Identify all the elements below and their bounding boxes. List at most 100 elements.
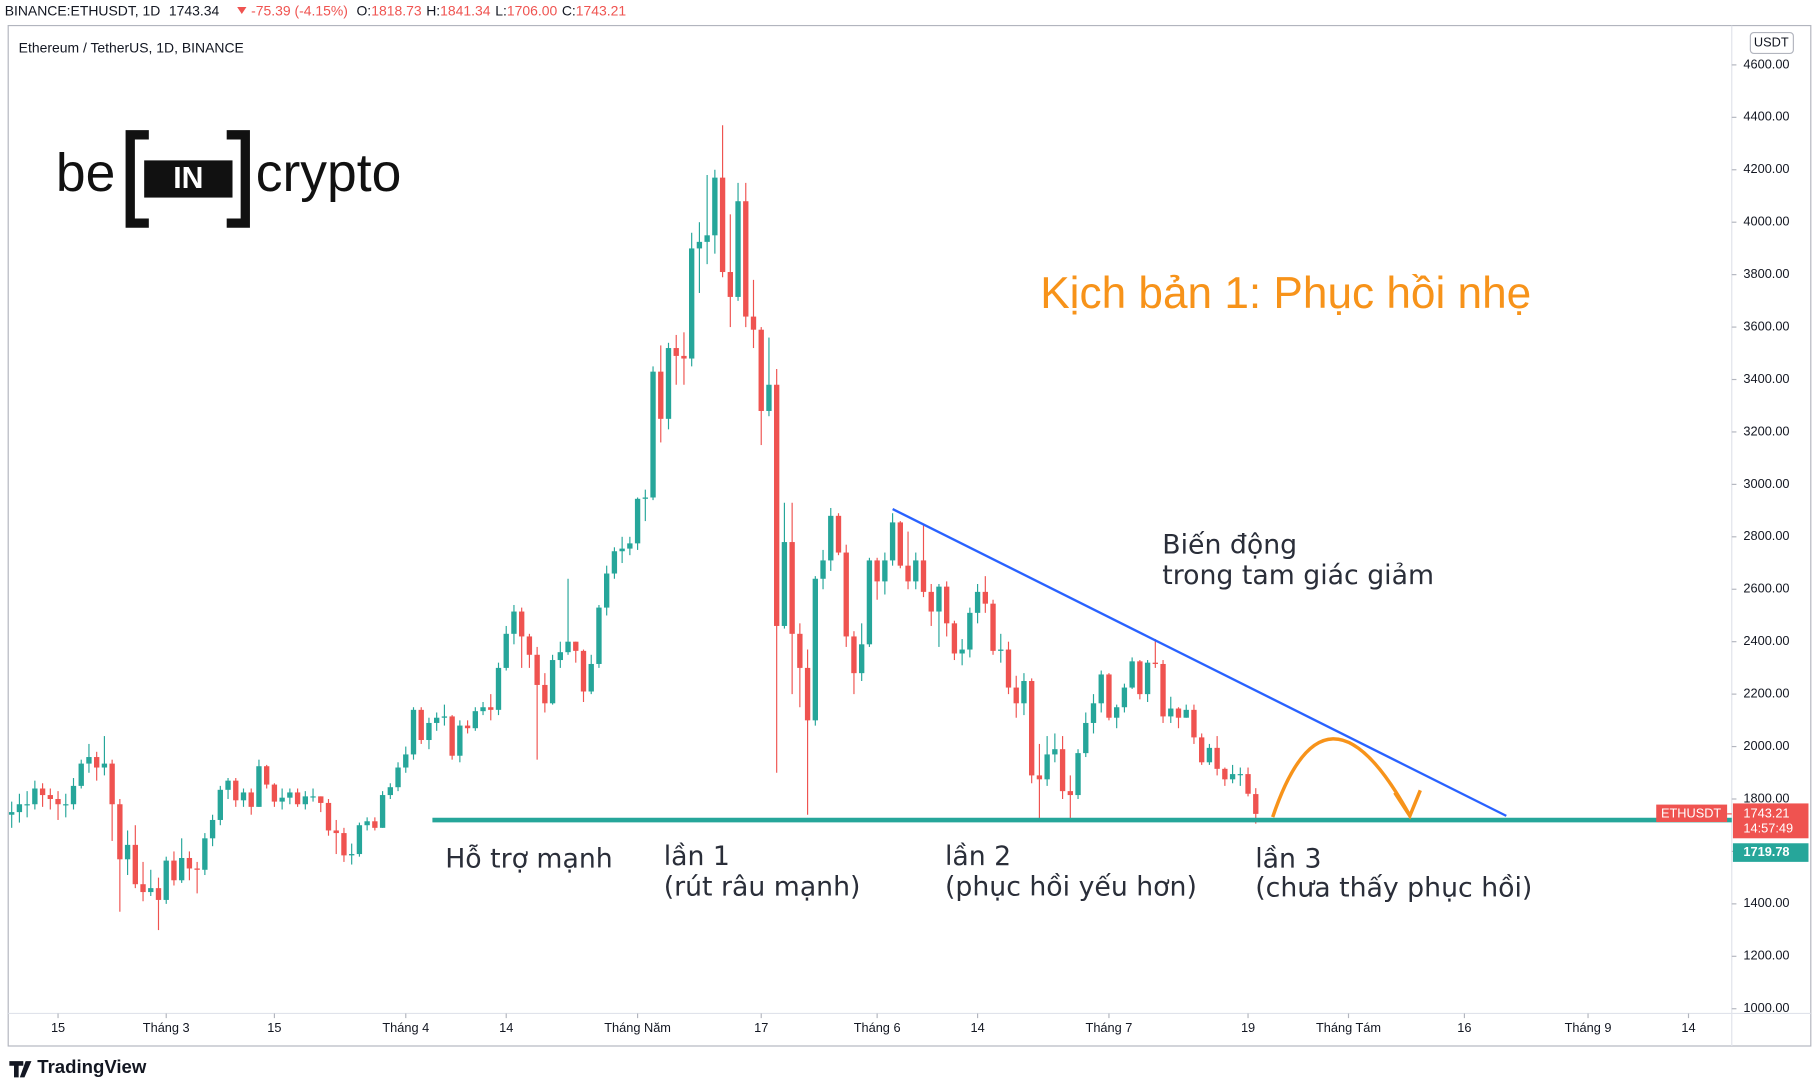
- candle-body: [1183, 709, 1189, 718]
- ohlc-value: 1841.34: [440, 2, 491, 18]
- candle-body: [843, 552, 849, 637]
- candle-body: [94, 757, 100, 768]
- candle-body: [658, 371, 664, 419]
- y-tick-label: 4600.00: [1743, 56, 1789, 71]
- candle-body: [1013, 687, 1019, 704]
- y-tick-label: 2600.00: [1743, 581, 1789, 596]
- y-tick-label: 3200.00: [1743, 423, 1789, 438]
- x-tick-label: 16: [1457, 1020, 1471, 1035]
- candle-body: [225, 780, 231, 790]
- candle-body: [387, 787, 393, 796]
- candle-body: [264, 766, 270, 785]
- support-price-box: [1732, 843, 1809, 862]
- candle-body: [1152, 662, 1158, 664]
- candle-body: [209, 819, 216, 839]
- candle-body: [240, 792, 247, 801]
- x-tick-label: Tháng 6: [854, 1020, 901, 1035]
- candle-body: [39, 788, 46, 796]
- x-tick-label: 14: [970, 1020, 984, 1035]
- symbol-label: ETHUSDT: [1661, 805, 1721, 820]
- candle-body: [1021, 681, 1027, 704]
- candle-body: [16, 804, 23, 813]
- y-tick-label: 3800.00: [1743, 266, 1789, 281]
- candle-body: [202, 838, 208, 870]
- candle-body: [588, 663, 594, 692]
- candle-body: [434, 717, 440, 723]
- ohlc-value: 1706.00: [507, 2, 558, 18]
- last-price-box: [1732, 803, 1809, 839]
- candle-body: [1075, 753, 1081, 796]
- candle-body: [233, 780, 239, 801]
- candle-body: [78, 763, 84, 786]
- candle-body: [310, 796, 316, 798]
- candle-body: [920, 560, 927, 592]
- candle-body: [480, 707, 486, 712]
- candle-body: [186, 857, 193, 869]
- candle-body: [1175, 708, 1182, 718]
- candle-body: [1083, 722, 1089, 754]
- candle-body: [549, 660, 556, 704]
- candle-body: [1067, 791, 1073, 796]
- candle-body: [982, 591, 988, 604]
- candle-body: [148, 888, 154, 893]
- candle-body: [155, 888, 162, 900]
- candle-body: [998, 649, 1004, 651]
- ohlc-label: L:: [495, 2, 507, 18]
- candle-body: [1114, 707, 1120, 718]
- candle-body: [1237, 774, 1243, 776]
- candle-body: [194, 868, 200, 870]
- candle-body: [9, 812, 15, 815]
- candle-body: [256, 766, 262, 807]
- candle-body: [696, 241, 703, 249]
- y-unit: USDT: [1754, 34, 1789, 49]
- candle-body: [719, 177, 726, 273]
- candle-body: [573, 641, 579, 651]
- y-tick-label: 1000.00: [1743, 1000, 1789, 1015]
- candle-body: [928, 591, 934, 612]
- candle-body: [395, 767, 401, 788]
- candle-body: [689, 248, 695, 359]
- candle-body: [627, 543, 633, 549]
- y-tick-label: 1400.00: [1743, 895, 1789, 910]
- candle-body: [1206, 747, 1213, 763]
- y-tick-label: 2800.00: [1743, 528, 1789, 543]
- chart-title: Ethereum / TetherUS, 1D, BINANCE: [19, 40, 244, 56]
- candle-body: [70, 785, 77, 805]
- logo-left: be: [56, 144, 115, 203]
- candle-body: [1191, 709, 1197, 738]
- candle-body: [163, 860, 169, 900]
- candle-body: [464, 725, 471, 729]
- candle-body: [1129, 661, 1135, 688]
- candle-body: [457, 725, 463, 756]
- candles: [9, 125, 1259, 931]
- touch-note: (chưa thấy phục hồi): [1255, 873, 1532, 904]
- candle-body: [1168, 708, 1174, 717]
- candle-body: [797, 633, 803, 668]
- candle-body: [495, 667, 502, 710]
- candle-body: [1044, 754, 1050, 780]
- candle-body: [1052, 749, 1058, 755]
- candle-body: [557, 652, 563, 661]
- candle-body: [959, 649, 965, 654]
- candle-body: [333, 830, 339, 834]
- x-tick-label: Tháng Năm: [604, 1020, 671, 1035]
- x-tick-label: 17: [754, 1020, 768, 1035]
- candle-body: [897, 522, 903, 566]
- ohlc-label: H:: [426, 2, 440, 18]
- candle-body: [1098, 674, 1104, 704]
- candle-body: [364, 821, 370, 826]
- candle-body: [1144, 662, 1151, 695]
- y-tick-label: 1200.00: [1743, 948, 1789, 963]
- y-tick-label: 4400.00: [1743, 109, 1789, 124]
- pattern-note: trong tam giác giảm: [1162, 560, 1434, 591]
- touch-note: (rút râu mạnh): [664, 871, 861, 902]
- header-price: 1743.34: [169, 2, 220, 18]
- candle-body: [1106, 674, 1112, 718]
- header: BINANCE:ETHUSDT, 1D 1743.34: [5, 2, 220, 18]
- candle-body: [472, 711, 478, 729]
- candle-body: [24, 804, 30, 806]
- candle-body: [217, 789, 223, 820]
- candle-body: [511, 611, 517, 634]
- x-tick-label: Tháng 4: [382, 1020, 429, 1035]
